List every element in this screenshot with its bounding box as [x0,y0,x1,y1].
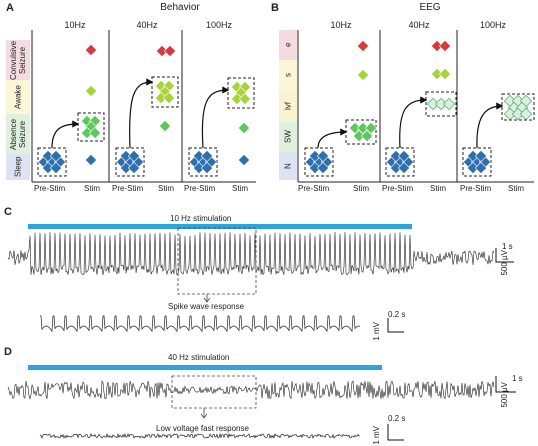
panel-a-freq-40: 40Hz [136,20,158,30]
panel-b-title: EEG [419,2,441,13]
panel-b-xlabel-prestim-3: Pre-Stim [460,184,492,193]
panel-b-xlabel-stim-1: Stim [353,184,369,193]
panel-c-letter: C [4,206,12,218]
panel-b-xlabel-stim-2: Stim [430,184,446,193]
band-awake [6,80,30,114]
band-sleep [6,154,30,180]
panel-b-xlabel-prestim-1: Pre-Stim [298,184,330,193]
panel-a-xlabel-stim-2: Stim [158,184,174,193]
band-n [279,152,297,180]
panel-b-freq-40: 40Hz [408,20,430,30]
panel-a-xlabel-stim-3: Stim [232,184,248,193]
panel-c-stim-label: 10 Hz stimulation [170,214,232,223]
panel-c-zoom-time: 0.2 s [388,310,406,319]
panel-c-scale-time: 1 s [502,242,513,251]
panel-b-diagram [297,30,535,183]
panel-c-zoom-label: Spike wave response [168,302,245,311]
panel-a-letter: A [6,2,14,14]
band-convulsive [6,40,30,80]
panel-d-zoom-time: 0.2 s [388,414,406,423]
band-e [279,30,297,60]
panel-a-xlabel-prestim-3: Pre-Stim [184,184,216,193]
panel-c-eeg-trace [7,231,495,276]
panel-a-title: Behavior [160,2,200,13]
panel-d-zoom-trace [39,432,361,440]
panel-b-xlabel-prestim-2: Pre-Stim [382,184,414,193]
panel-c-zoom-trace [40,315,361,333]
panel-a-freq-10: 10Hz [64,20,86,30]
band-lvf [279,90,297,122]
band-s [279,60,297,90]
panel-a-xlabel-stim-1: Stim [84,184,100,193]
panel-a-freq-100: 100Hz [205,20,232,30]
band-sw [279,122,297,152]
panel-d-scale-time: 1 s [512,374,523,383]
panel-b-freq-100: 100Hz [479,20,506,30]
panel-d-zoom-label: Low voltage fast response [156,424,249,433]
panel-a-diagram [31,30,256,183]
panel-a-xlabel-prestim-2: Pre-Stim [112,184,144,193]
panel-a-xlabel-prestim-1: Pre-Stim [34,184,66,193]
panel-b-freq-10: 10Hz [330,20,352,30]
band-absence [6,114,30,154]
panel-d-letter: D [4,346,12,358]
panel-b-xlabel-stim-3: Stim [508,184,524,193]
panel-b-letter: B [271,2,279,14]
panel-d-eeg-trace [7,380,495,400]
panel-d-stim-bar [28,365,382,370]
panel-c-stim-bar [28,224,412,229]
panel-d-stim-label: 40 Hz stimulation [168,353,230,362]
